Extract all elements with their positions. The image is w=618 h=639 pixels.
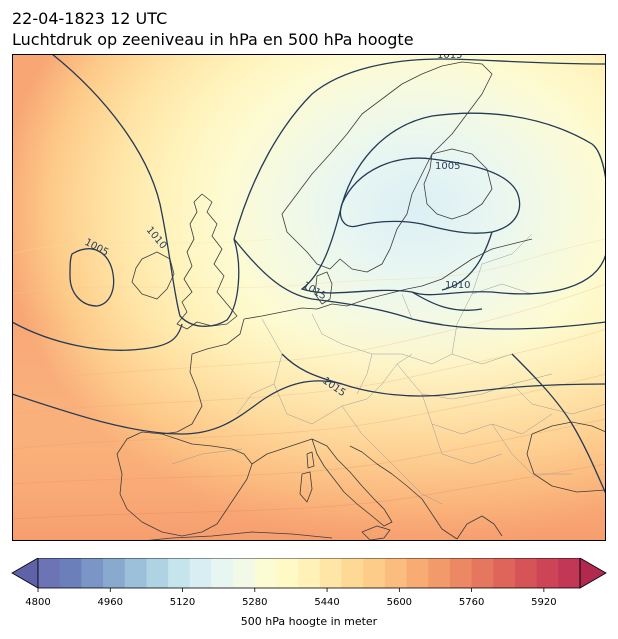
colorbar-swatch — [558, 558, 581, 588]
colorbar-swatch — [254, 558, 277, 588]
colorbar-swatch — [428, 558, 451, 588]
isobar-1015-central — [233, 238, 606, 330]
colorbar-swatch — [103, 558, 126, 588]
coast-denmark — [314, 271, 333, 305]
weather-map-canvas: 1015 1005 1010 1005 1015 1010 1015 — [12, 54, 606, 541]
coast-adriatic — [349, 445, 458, 540]
colorbar-swatch — [233, 558, 256, 588]
country-borders — [171, 233, 606, 505]
weather-map: 1015 1005 1010 1005 1015 1010 1015 — [12, 54, 606, 541]
colorbar-extend-low — [11, 557, 39, 589]
colorbar-swatch — [406, 558, 429, 588]
colorbar-extend-high — [579, 557, 607, 589]
isobars — [12, 54, 606, 495]
coast-sicily — [361, 525, 391, 541]
coast-black-sea — [526, 421, 606, 493]
isobar-1015-west — [12, 321, 183, 351]
isobar-1015-south — [12, 380, 606, 435]
colorbar-swatch — [189, 558, 212, 588]
colorbar-tick-label: 5920 — [531, 597, 556, 608]
colorbar-swatch — [471, 558, 494, 588]
colorbar-tick-label: 5280 — [242, 597, 267, 608]
colorbar-swatch — [146, 558, 169, 588]
map-frame — [12, 54, 606, 541]
colorbar-swatch — [38, 558, 61, 588]
isobar-label: 1010 — [445, 280, 470, 291]
colorbar-swatch — [493, 558, 516, 588]
map-subtitle: Luchtdruk op zeeniveau in hPa en 500 hPa… — [12, 30, 414, 49]
coast-scandinavia — [281, 61, 493, 273]
isobar-label: 1015 — [437, 54, 462, 61]
colorbar-label: 500 hPa hoogte in meter — [241, 615, 378, 628]
isobar-1015-balkan — [281, 353, 343, 385]
isobar-south-east — [511, 353, 606, 495]
isobar-1010-central — [300, 112, 606, 296]
height-contour-bands — [12, 238, 606, 520]
colorbar-swatch — [298, 558, 321, 588]
coast-italy — [311, 438, 393, 527]
colorbar-swatch — [363, 558, 386, 588]
isobar-1015-north — [233, 58, 606, 240]
colorbar-tick-label: 5760 — [459, 597, 484, 608]
coast-ireland — [131, 251, 175, 300]
coast-france-med — [251, 438, 313, 465]
coast-finland — [423, 148, 493, 220]
isobar-label: 1005 — [435, 161, 460, 172]
colorbar-frame — [37, 557, 581, 589]
colorbar-swatch — [319, 558, 342, 588]
colorbar-swatch — [341, 558, 364, 588]
coast-france-atlantic — [161, 318, 245, 435]
colorbar-swatch — [276, 558, 299, 588]
coast-iberia — [116, 431, 253, 537]
colorbar-swatch — [211, 558, 234, 588]
map-datetime-title: 22-04-1823 12 UTC — [12, 9, 168, 28]
coast-great-britain — [176, 193, 238, 330]
coast-sardinia — [299, 471, 313, 503]
isobar-1005-atlantic — [69, 248, 115, 307]
colorbar-tick-label: 4960 — [98, 597, 123, 608]
coast-greece — [456, 515, 503, 540]
coast-corsica — [306, 451, 315, 469]
colorbar-ticks: 4800 4960 5120 5280 5440 5600 5760 5920 — [25, 588, 557, 608]
colorbar-swatch — [81, 558, 104, 588]
colorbar-swatch — [514, 558, 538, 588]
colorbar-tick-label: 5440 — [314, 597, 339, 608]
colorbar-swatch — [59, 558, 82, 588]
isobar-1010-east — [441, 231, 493, 291]
colorbar-swatch — [536, 558, 559, 588]
colorbar-tick-label: 5120 — [170, 597, 195, 608]
coastlines — [116, 61, 606, 541]
colorbar-tick-label: 4800 — [25, 597, 50, 608]
colorbar-swatch — [384, 558, 407, 588]
isobar-1005-baltic — [339, 157, 521, 234]
colorbar-swatches — [11, 557, 607, 589]
isobar-1010-atlantic — [51, 54, 240, 327]
height-field-south-gradient — [12, 54, 606, 541]
isobar-1015-east — [411, 291, 483, 311]
colorbar-swatch — [449, 558, 472, 588]
coast-north-africa — [141, 531, 333, 541]
colorbar-tick-label: 5600 — [387, 597, 412, 608]
colorbar-swatch — [168, 558, 191, 588]
coast-continent-north — [243, 238, 533, 320]
colorbar-canvas: 4800 4960 5120 5280 5440 5600 5760 5920 500 hPa… — [11, 557, 607, 628]
colorbar-swatch — [124, 558, 147, 588]
colorbar: 4800 4960 5120 5280 5440 5600 5760 5920 500 hPa… — [10, 557, 608, 628]
